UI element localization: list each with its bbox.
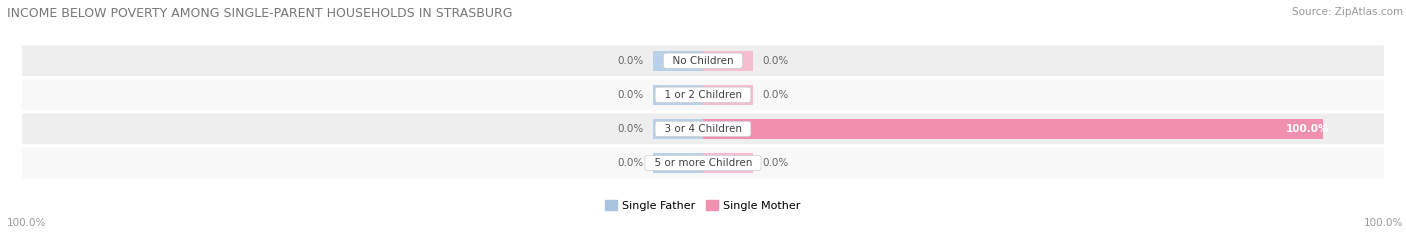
Text: 0.0%: 0.0%	[762, 90, 789, 100]
Text: 100.0%: 100.0%	[7, 218, 46, 228]
Text: 1 or 2 Children: 1 or 2 Children	[658, 90, 748, 100]
Text: No Children: No Children	[666, 56, 740, 66]
Text: 100.0%: 100.0%	[1364, 218, 1403, 228]
FancyBboxPatch shape	[21, 79, 1385, 111]
FancyBboxPatch shape	[21, 113, 1385, 145]
Bar	[654, 51, 703, 71]
Bar	[703, 119, 1323, 139]
Text: 0.0%: 0.0%	[762, 56, 789, 66]
Legend: Single Father, Single Mother: Single Father, Single Mother	[600, 196, 806, 215]
Text: 100.0%: 100.0%	[1285, 124, 1329, 134]
Bar	[654, 119, 703, 139]
Text: 0.0%: 0.0%	[617, 90, 644, 100]
Text: Source: ZipAtlas.com: Source: ZipAtlas.com	[1292, 7, 1403, 17]
Text: 3 or 4 Children: 3 or 4 Children	[658, 124, 748, 134]
Bar	[654, 85, 703, 105]
Text: 5 or more Children: 5 or more Children	[648, 158, 758, 168]
Text: 0.0%: 0.0%	[617, 56, 644, 66]
Text: 0.0%: 0.0%	[617, 158, 644, 168]
Bar	[703, 153, 752, 173]
Text: 0.0%: 0.0%	[762, 158, 789, 168]
FancyBboxPatch shape	[21, 147, 1385, 179]
FancyBboxPatch shape	[21, 44, 1385, 77]
Bar	[703, 51, 752, 71]
Text: 0.0%: 0.0%	[617, 124, 644, 134]
Bar	[654, 153, 703, 173]
Text: INCOME BELOW POVERTY AMONG SINGLE-PARENT HOUSEHOLDS IN STRASBURG: INCOME BELOW POVERTY AMONG SINGLE-PARENT…	[7, 7, 513, 20]
Bar	[703, 85, 752, 105]
